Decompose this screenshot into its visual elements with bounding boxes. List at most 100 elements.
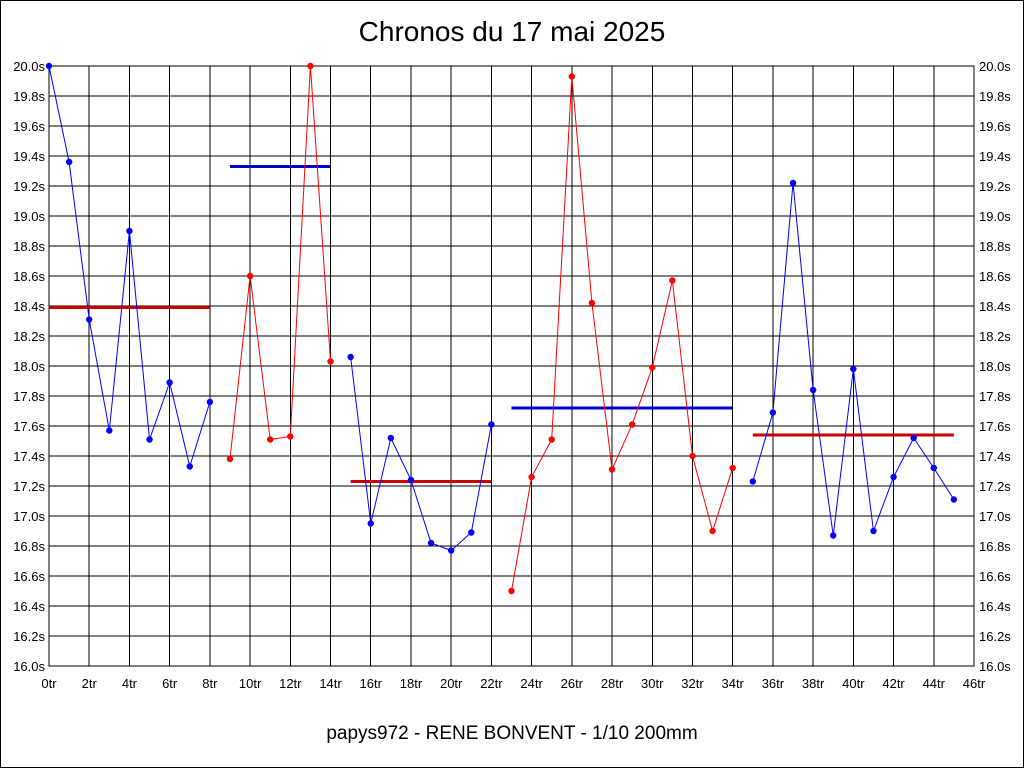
data-point xyxy=(468,529,475,536)
data-point xyxy=(166,379,173,386)
y-tick-label-right: 20.0s xyxy=(979,59,1011,74)
y-tick-label-left: 18.4s xyxy=(13,299,45,314)
x-tick-label: 32tr xyxy=(681,676,704,691)
data-point xyxy=(447,547,455,554)
y-tick-label-right: 19.4s xyxy=(979,149,1011,164)
y-tick-label-right: 16.4s xyxy=(979,599,1011,614)
x-tick-label: 18tr xyxy=(400,676,423,691)
y-tick-label-right: 17.4s xyxy=(979,449,1011,464)
x-tick-label: 20tr xyxy=(440,676,463,691)
y-tick-label-right: 19.2s xyxy=(979,179,1011,194)
data-point xyxy=(327,358,334,365)
y-tick-label-left: 16.8s xyxy=(13,539,45,554)
x-tick-label: 6tr xyxy=(162,676,178,691)
x-tick-label: 34tr xyxy=(721,676,744,691)
y-tick-label-left: 17.2s xyxy=(13,479,45,494)
x-tick-label: 28tr xyxy=(601,676,624,691)
y-tick-label-right: 16.0s xyxy=(979,659,1011,674)
chart-footer: papys972 - RENE BONVENT - 1/10 200mm xyxy=(326,723,698,744)
y-tick-label-right: 16.6s xyxy=(979,569,1011,584)
data-point xyxy=(910,434,917,442)
series-points xyxy=(45,62,958,595)
y-tick-label-right: 16.2s xyxy=(979,629,1011,644)
series-line xyxy=(229,65,332,460)
data-point xyxy=(367,520,374,527)
x-tick-label: 36tr xyxy=(762,676,785,691)
data-point xyxy=(488,421,495,428)
x-tick-label: 42tr xyxy=(882,676,905,691)
data-point xyxy=(689,452,696,460)
data-point xyxy=(769,409,777,416)
x-tick-label: 44tr xyxy=(923,676,946,691)
data-point xyxy=(508,587,515,595)
data-point xyxy=(890,473,897,481)
y-tick-label-left: 18.8s xyxy=(13,239,45,254)
y-tick-label-right: 18.2s xyxy=(979,329,1011,344)
y-tick-label-right: 19.6s xyxy=(979,119,1011,134)
y-tick-label-left: 19.6s xyxy=(13,119,45,134)
y-tick-label-left: 18.2s xyxy=(13,329,45,344)
y-tick-label-left: 16.2s xyxy=(13,629,45,644)
y-axis-left: 16.0s 16.2s 16.4s 16.6s 16.8s 17.0s 17.2s 17.4s… xyxy=(13,59,45,674)
data-point xyxy=(830,532,837,539)
data-point xyxy=(628,421,636,428)
data-point xyxy=(850,365,857,373)
data-point xyxy=(608,466,616,473)
data-point xyxy=(126,227,133,235)
y-tick-label-left: 17.8s xyxy=(13,389,45,404)
y-tick-label-right: 16.8s xyxy=(979,539,1011,554)
data-point xyxy=(729,464,736,472)
series-line xyxy=(511,76,734,592)
data-point xyxy=(649,364,656,371)
y-tick-label-left: 19.0s xyxy=(13,209,45,224)
y-tick-label-right: 19.8s xyxy=(979,89,1011,104)
y-tick-label-left: 17.6s xyxy=(13,419,45,434)
y-tick-label-right: 17.2s xyxy=(979,479,1011,494)
series-lines xyxy=(48,65,955,592)
y-tick-label-left: 18.6s xyxy=(13,269,45,284)
y-axis-right: 16.0s 16.2s 16.4s 16.6s 16.8s 17.0s 17.2s 17.4s… xyxy=(979,59,1011,674)
y-tick-label-right: 18.4s xyxy=(979,299,1011,314)
y-tick-label-left: 16.4s xyxy=(13,599,45,614)
data-point xyxy=(45,62,53,70)
y-tick-label-right: 17.6s xyxy=(979,419,1011,434)
data-point xyxy=(930,464,937,472)
x-tick-label: 30tr xyxy=(641,676,664,691)
y-tick-label-left: 16.0s xyxy=(13,659,45,674)
y-tick-label-left: 19.4s xyxy=(13,149,45,164)
y-tick-label-right: 18.8s xyxy=(979,239,1011,254)
y-tick-label-right: 18.6s xyxy=(979,269,1011,284)
chart-title: Chronos du 17 mai 2025 xyxy=(358,16,666,47)
data-point xyxy=(809,386,817,394)
data-point xyxy=(528,473,535,481)
data-point xyxy=(106,427,113,434)
plot-border xyxy=(48,65,975,667)
x-tick-label: 46tr xyxy=(963,676,986,691)
data-point xyxy=(65,158,73,166)
data-point xyxy=(407,476,415,484)
x-tick-label: 26tr xyxy=(561,676,584,691)
data-point xyxy=(146,436,153,443)
x-tick-label: 16tr xyxy=(360,676,383,691)
x-tick-label: 0tr xyxy=(41,676,57,691)
x-tick-label: 40tr xyxy=(842,676,865,691)
y-tick-label-left: 16.6s xyxy=(13,569,45,584)
y-tick-label-right: 19.0s xyxy=(979,209,1011,224)
chart-grid xyxy=(48,65,975,667)
data-point xyxy=(387,434,395,442)
data-point xyxy=(709,527,716,535)
y-tick-label-right: 18.0s xyxy=(979,359,1011,374)
y-tick-label-right: 17.8s xyxy=(979,389,1011,404)
data-point xyxy=(287,433,294,440)
x-tick-label: 10tr xyxy=(239,676,262,691)
data-point xyxy=(86,316,93,323)
data-point xyxy=(870,527,877,535)
y-tick-label-left: 17.4s xyxy=(13,449,45,464)
x-tick-label: 4tr xyxy=(122,676,138,691)
data-point xyxy=(588,299,596,307)
series-line xyxy=(350,356,492,552)
x-axis: 0tr 2tr 4tr 6tr 8tr 10tr 12tr 14tr 16tr 18tr 20tr 2… xyxy=(41,676,985,691)
data-point xyxy=(749,478,757,485)
data-point xyxy=(186,463,193,470)
